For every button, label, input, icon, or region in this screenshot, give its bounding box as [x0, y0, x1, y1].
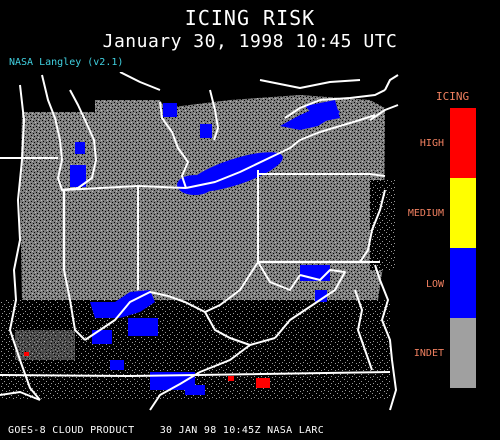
legend-label-indet: INDET	[413, 348, 444, 359]
credit-label: NASA Langley (v2.1)	[9, 57, 124, 68]
legend-swatch-indet	[450, 318, 476, 388]
product-footer: GOES-8 CLOUD PRODUCT 30 JAN 98 10:45Z NA…	[8, 425, 325, 436]
map-timestamp: January 30, 1998 10:45 UTC	[102, 31, 398, 52]
state-borders	[0, 72, 399, 411]
legend-label-low: LOW	[425, 279, 444, 290]
legend-swatch-low	[450, 248, 476, 318]
legend-title: ICING	[436, 90, 470, 103]
icing-high-areas	[24, 352, 270, 388]
legend-colorbar	[450, 108, 476, 388]
legend-swatch-high	[450, 108, 476, 178]
icing-risk-map	[0, 72, 399, 411]
legend-swatch-medium	[450, 178, 476, 248]
map-title: ICING RISK	[184, 6, 316, 30]
legend-label-high: HIGH	[419, 138, 444, 149]
legend-label-medium: MEDIUM	[407, 208, 444, 219]
